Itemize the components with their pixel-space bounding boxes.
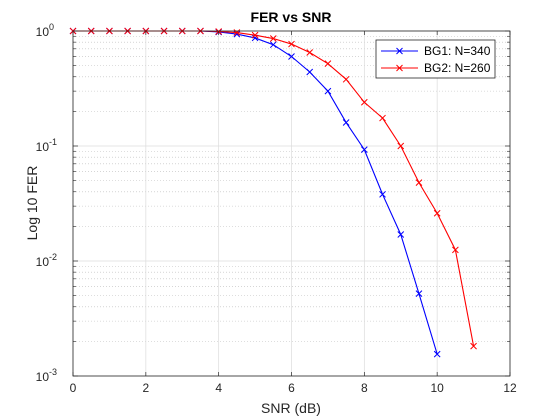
x-axis-label: SNR (dB) [261,400,321,416]
axis-ticks [72,30,511,377]
data-point [397,142,405,150]
data-point [342,75,350,83]
legend-item: BG2: N=260 [381,61,491,75]
x-tick-label: 10 [430,381,444,395]
data-point [452,246,459,254]
legend-box [375,39,496,79]
data-point [306,49,314,56]
data-point [324,87,332,95]
data-point [379,114,386,122]
y-tick-base: 10 [36,25,50,39]
y-tick-exponent: 0 [49,22,54,32]
y-tick-label: 10 -2 [36,252,57,269]
y-axis-label: Log 10 FER [24,166,40,241]
data-point [251,31,259,39]
legend: BG1: N=340 BG2: N=260 [375,39,496,79]
x-tick-label: 6 [288,381,295,395]
y-tick-label: 10 0 [36,22,54,39]
y-tick-exponent: -2 [49,252,57,262]
x-tick-label: 0 [70,381,77,395]
x-tick-label: 12 [503,381,517,395]
legend-marker [396,64,403,72]
data-point [415,179,423,187]
y-tick-base: 10 [36,370,50,384]
legend-item: BG1: N=340 [381,44,491,58]
data-point [433,350,441,358]
x-tick-label: 4 [215,381,222,395]
y-tick-exponent: -1 [49,137,57,147]
y-tick-exponent: -3 [49,367,57,377]
x-tick-labels: 0 2 4 6 8 10 12 [70,381,517,395]
data-point [397,231,405,238]
y-tick-label: 10 -1 [36,137,57,154]
x-tick-label: 2 [142,381,149,395]
data-point [288,53,295,60]
data-point [415,290,423,298]
y-tick-label: 10 -3 [36,367,57,384]
data-point [360,146,368,153]
data-point [360,98,368,106]
chart-title: FER vs SNR [251,9,332,25]
data-point [379,190,386,198]
data-point [288,40,295,48]
legend-marker [396,47,403,55]
data-point [342,119,350,126]
data-point [433,209,441,217]
data-point [269,35,277,42]
data-point [306,68,314,76]
y-tick-base: 10 [36,255,50,269]
data-point [269,41,277,49]
data-point [470,342,477,350]
legend-label: BG2: N=260 [424,61,491,75]
data-point [233,29,241,36]
x-tick-label: 8 [361,381,368,395]
y-tick-base: 10 [36,140,50,154]
data-point [324,60,332,68]
legend-label: BG1: N=340 [424,44,491,58]
